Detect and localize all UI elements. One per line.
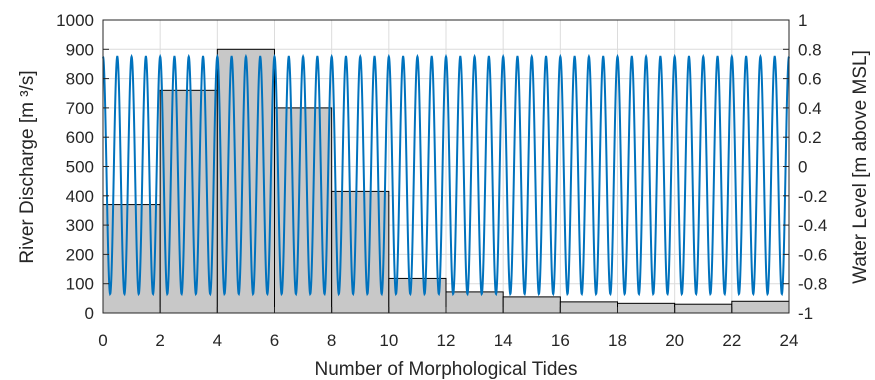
y-right-tick-label-3: -0.4 <box>798 216 827 235</box>
bar-10 <box>674 303 733 314</box>
y-right-tick-label-1: -0.8 <box>798 275 827 294</box>
wave-series <box>102 53 790 297</box>
y-left-tick-label-9: 900 <box>66 40 94 59</box>
x-tick-label-0: 0 <box>98 331 107 350</box>
x-tick-label-9: 18 <box>608 331 627 350</box>
y-left-tick-label-1: 100 <box>66 275 94 294</box>
y-right-tick-label-7: 0.4 <box>798 99 822 118</box>
y-right-tick-label-2: -0.6 <box>798 245 827 264</box>
x-tick-label-12: 24 <box>780 331 799 350</box>
x-tick-label-2: 4 <box>213 331 222 350</box>
y-right-tick-label-4: -0.2 <box>798 187 827 206</box>
y-left-tick-label-4: 400 <box>66 187 94 206</box>
bar-6 <box>445 291 504 314</box>
y-right-axis-title: Water Level [m above MSL] <box>850 50 871 284</box>
y-right-tick-labels: -1 -0.8 -0.6 -0.4 -0.2 0 0.2 0.4 0.6 0.8 1 <box>798 11 827 323</box>
bar-8 <box>559 301 618 314</box>
y-left-tick-label-3: 300 <box>66 216 94 235</box>
y-left-tick-label-5: 500 <box>66 158 94 177</box>
y-left-tick-label-7: 700 <box>66 99 94 118</box>
x-tick-label-6: 12 <box>437 331 456 350</box>
y-right-tick-label-9: 0.8 <box>798 40 822 59</box>
x-tick-label-4: 8 <box>327 331 336 350</box>
y-right-tick-label-10: 1 <box>798 11 807 30</box>
y-left-tick-label-10: 1000 <box>56 11 94 30</box>
bar-5 <box>388 277 447 314</box>
bar-11 <box>731 300 790 314</box>
x-tick-label-10: 20 <box>665 331 684 350</box>
x-tick-label-7: 14 <box>494 331 513 350</box>
x-tick-labels: 0 2 4 6 8 10 12 14 16 18 20 22 24 <box>98 331 798 350</box>
axes <box>102 19 790 314</box>
x-tick-label-8: 16 <box>551 331 570 350</box>
bar-7 <box>502 296 561 314</box>
x-tick-label-1: 2 <box>155 331 164 350</box>
x-axis-title: Number of Morphological Tides <box>315 359 578 380</box>
bar-9 <box>617 302 676 314</box>
y-left-tick-label-2: 200 <box>66 245 94 264</box>
x-tick-label-11: 22 <box>722 331 741 350</box>
y-right-tick-label-6: 0.2 <box>798 128 822 147</box>
wave-line <box>102 53 790 297</box>
y-right-tick-label-0: -1 <box>798 304 813 323</box>
x-tick-label-3: 6 <box>270 331 279 350</box>
y-right-tick-label-8: 0.6 <box>798 70 822 89</box>
y-left-tick-label-0: 0 <box>85 304 94 323</box>
y-right-tick-label-5: 0 <box>798 158 807 177</box>
y-left-tick-label-6: 600 <box>66 128 94 147</box>
x-tick-label-5: 10 <box>379 331 398 350</box>
y-left-tick-label-8: 800 <box>66 70 94 89</box>
y-left-tick-labels: 0 100 200 300 400 500 600 700 800 900 1000 <box>56 11 94 323</box>
y-left-axis-title: River Discharge [m ³/s] <box>17 70 38 263</box>
